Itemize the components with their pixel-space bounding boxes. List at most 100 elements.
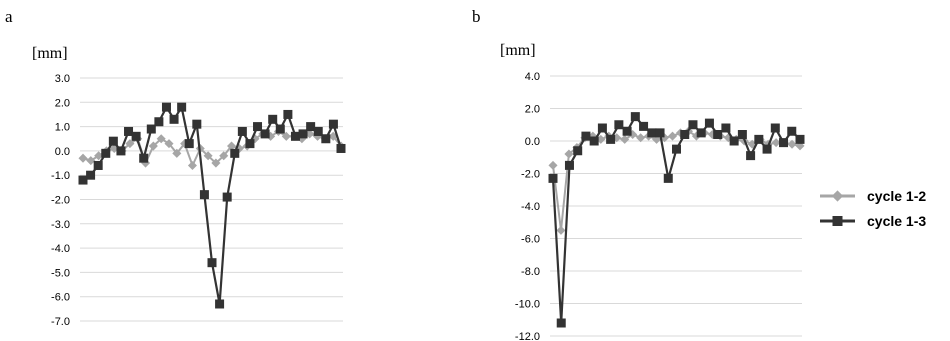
point-cycle-1-3 [108,136,118,146]
point-cycle-1-3 [215,299,225,309]
point-cycle-1-3 [230,148,240,158]
y-tick-label: 0.0 [55,146,70,158]
point-cycle-1-3 [184,139,194,149]
y-tick-label: -2.0 [51,195,70,207]
point-cycle-1-3 [336,143,346,153]
point-cycle-1-3 [573,146,583,156]
point-cycle-1-3 [795,134,805,144]
y-tick-label: 2.0 [55,97,70,109]
y-tick-label: -6.0 [51,292,70,304]
point-cycle-1-3 [298,129,308,139]
point-cycle-1-3 [606,134,616,144]
y-tick-label: -12.0 [515,331,540,341]
point-cycle-1-3 [222,192,232,202]
point-cycle-1-3 [770,123,780,133]
point-cycle-1-3 [688,120,698,130]
point-cycle-1-3 [779,138,789,148]
legend-label-cycle-1-2: cycle 1-2 [867,188,926,204]
point-cycle-1-2 [164,139,174,149]
point-cycle-1-3 [713,130,723,139]
point-cycle-1-3 [729,136,739,146]
point-cycle-1-3 [124,126,134,136]
point-cycle-1-3 [290,131,300,141]
y-tick-label: 3.0 [55,73,70,85]
point-cycle-1-2 [636,133,646,143]
point-cycle-1-2 [172,148,182,158]
point-cycle-1-3 [704,118,714,128]
point-cycle-1-3 [589,136,599,146]
chart-a: 3.0 2.0 1.0 0.0 -1.0 -2.0 -3.0 -4.0 -5.0 -6.0 -7.0 [51,73,346,328]
point-cycle-1-2 [78,153,88,163]
point-cycle-1-3 [116,146,126,156]
y-tick-label: -4.0 [51,243,70,255]
y-tick-label: 1.0 [55,122,70,134]
y-tick-label: -3.0 [51,219,70,231]
point-cycle-1-2 [556,225,566,235]
point-cycle-1-2 [86,156,96,166]
legend-label-cycle-1-3: cycle 1-3 [867,213,926,229]
point-cycle-1-3 [696,128,706,138]
y-unit-label-a: [mm] [32,45,68,62]
y-tick-label: -10.0 [515,299,540,311]
point-cycle-1-3 [199,190,209,200]
point-cycle-1-2 [620,134,630,144]
point-cycle-1-3 [614,120,624,130]
point-cycle-1-2 [211,158,221,168]
point-cycle-1-3 [581,131,591,141]
legend-marker-cycle-1-2 [831,190,844,202]
point-cycle-1-3 [245,139,255,149]
point-cycle-1-3 [169,114,179,124]
point-cycle-1-3 [101,148,111,158]
point-cycle-1-3 [762,144,772,154]
point-cycle-1-3 [746,151,756,161]
y-tick-label: -5.0 [51,267,70,279]
point-cycle-1-3 [139,153,149,163]
point-cycle-1-3 [630,112,640,122]
point-cycle-1-3 [548,173,558,183]
point-cycle-1-3 [321,134,331,144]
point-cycle-1-3 [93,160,103,170]
y-tick-label: -7.0 [51,316,70,328]
point-cycle-1-3 [639,121,649,131]
y-tick-label: 0.0 [525,136,540,148]
point-cycle-1-3 [328,119,338,129]
y-unit-label-b: [mm] [500,42,536,59]
point-cycle-1-3 [597,123,607,133]
panel-letter-b: b [472,7,481,26]
point-cycle-1-3 [564,160,574,170]
point-cycle-1-3 [131,131,141,141]
y-tick-label: -8.0 [521,266,540,278]
y-tick-label: -6.0 [521,234,540,246]
point-cycle-1-3 [177,102,187,112]
point-cycle-1-3 [680,130,690,139]
legend-item-cycle-1-2: cycle 1-2 [820,188,926,204]
point-cycle-1-2 [667,131,678,141]
legend: cycle 1-2 cycle 1-3 [820,188,926,229]
point-cycle-1-3 [556,318,566,328]
legend-marker-cycle-1-3 [832,216,843,226]
point-cycle-1-3 [268,114,278,124]
point-cycle-1-3 [207,258,217,268]
point-cycle-1-3 [260,129,270,139]
point-cycle-1-2 [548,160,558,170]
point-cycle-1-3 [86,170,96,180]
point-cycle-1-3 [154,117,164,127]
point-cycle-1-3 [787,126,797,136]
point-cycle-1-2 [94,151,104,161]
point-cycle-1-3 [737,130,747,139]
point-cycle-1-3 [146,124,156,134]
point-cycle-1-2 [203,151,213,161]
point-cycle-1-3 [672,144,681,154]
point-cycle-1-3 [754,134,764,144]
point-cycle-1-2 [125,139,135,149]
point-cycle-1-3 [161,102,171,112]
point-cycle-1-3 [721,123,731,133]
point-cycle-1-2 [148,141,158,151]
y-tick-label: -2.0 [521,169,540,181]
point-cycle-1-3 [313,126,323,136]
point-cycle-1-3 [306,122,316,132]
point-cycle-1-3 [253,122,263,132]
point-cycle-1-3 [663,173,673,183]
point-cycle-1-3 [275,124,285,134]
